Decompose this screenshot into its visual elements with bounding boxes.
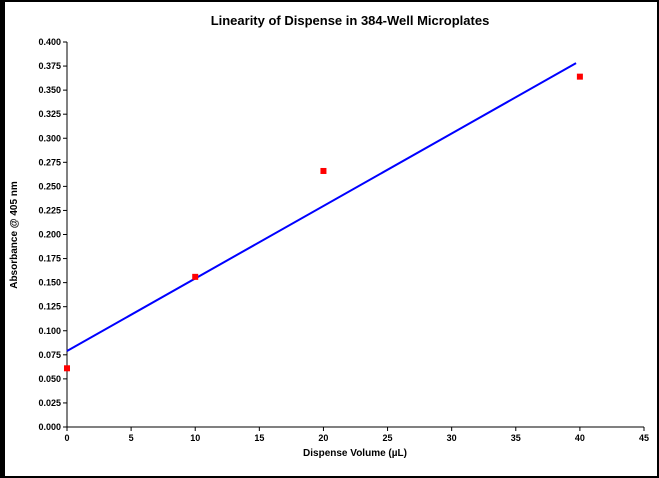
x-tick-label: 5 xyxy=(129,433,134,443)
y-tick-label: 0.350 xyxy=(38,85,61,95)
y-tick-label: 0.275 xyxy=(38,157,61,167)
data-point xyxy=(192,273,199,280)
x-tick-label: 40 xyxy=(575,433,585,443)
y-tick-label: 0.000 xyxy=(38,422,61,432)
x-tick-label: 25 xyxy=(383,433,393,443)
y-tick-label: 0.050 xyxy=(38,374,61,384)
y-tick-label: 0.150 xyxy=(38,278,61,288)
x-tick-label: 10 xyxy=(190,433,200,443)
chart-title: Linearity of Dispense in 384-Well Microp… xyxy=(211,13,490,28)
y-tick-label: 0.200 xyxy=(38,230,61,240)
x-axis-title: Dispense Volume (µL) xyxy=(303,448,407,459)
x-tick-label: 30 xyxy=(447,433,457,443)
x-tick-label: 45 xyxy=(639,433,649,443)
y-axis-title: Absorbance @ 405 nm xyxy=(9,181,20,289)
y-tick-label: 0.325 xyxy=(38,109,61,119)
y-tick-label: 0.250 xyxy=(38,181,61,191)
x-tick-label: 20 xyxy=(318,433,328,443)
y-tick-label: 0.100 xyxy=(38,326,61,336)
y-tick-label: 0.375 xyxy=(38,61,61,71)
y-tick-label: 0.400 xyxy=(38,37,61,47)
points-layer xyxy=(64,73,583,372)
data-point xyxy=(576,73,583,80)
fit-line-layer xyxy=(66,62,577,352)
y-tick-label: 0.175 xyxy=(38,254,61,264)
y-tick-label: 0.225 xyxy=(38,205,61,215)
data-point xyxy=(64,365,70,372)
x-tick-label: 15 xyxy=(254,433,264,443)
data-point xyxy=(320,167,327,174)
x-tick-label: 0 xyxy=(64,433,69,443)
x-tick-label: 35 xyxy=(511,433,521,443)
axes: 0.000 0.025 0.050 0.075 0.100 0.125 0.150 0.175… xyxy=(38,37,649,443)
y-tick-label: 0.025 xyxy=(38,398,61,408)
fit-line xyxy=(66,62,577,352)
y-tick-label: 0.075 xyxy=(38,350,61,360)
y-tick-label: 0.125 xyxy=(38,302,61,312)
y-tick-label: 0.300 xyxy=(38,133,61,143)
